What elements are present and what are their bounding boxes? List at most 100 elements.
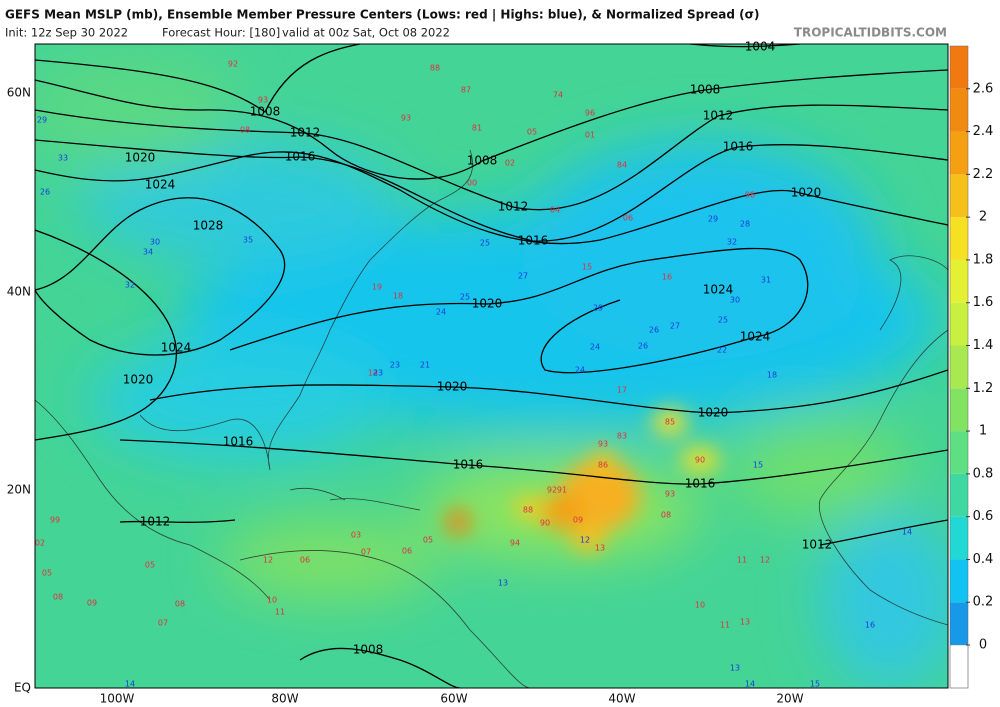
high-center: 16 <box>865 621 875 630</box>
isobar-label: 1016 <box>453 458 484 472</box>
coastline <box>239 550 531 688</box>
valid-time: valid at 00z Sat, Oct 08 2022 <box>282 26 450 40</box>
high-center: 15 <box>753 461 763 470</box>
isobar-label: 1024 <box>161 341 192 355</box>
isobar-label: 1012 <box>290 126 321 140</box>
colorbar-segment <box>950 131 968 175</box>
high-center: 18 <box>767 371 777 380</box>
low-center: 01 <box>585 131 595 140</box>
colorbar-segment <box>950 88 968 132</box>
isobar-label: 1008 <box>467 154 498 168</box>
lon-label: 40W <box>608 692 635 706</box>
isobar-label: 1016 <box>518 234 549 248</box>
low-center: 05 <box>145 561 155 570</box>
low-center: 18 <box>393 292 403 301</box>
high-center: 25 <box>480 239 490 248</box>
title: GEFS Mean MSLP (mb), Ensemble Member Pre… <box>5 8 759 22</box>
low-center: 08 <box>53 593 63 602</box>
high-center: 26 <box>649 326 659 335</box>
colorbar-tick-label: 2 <box>979 210 987 225</box>
low-center: 13 <box>740 618 750 627</box>
low-center: 93 <box>258 96 268 105</box>
colorbar-tick-label: 1.8 <box>973 252 994 267</box>
isobar-label: 1016 <box>685 477 716 491</box>
isobar-label: 1028 <box>193 219 224 233</box>
isobar-label: 1012 <box>498 200 529 214</box>
colorbar-segment <box>950 559 968 603</box>
low-center: 93 <box>598 440 608 449</box>
high-center: 27 <box>670 322 680 331</box>
lat-label: 40N <box>7 285 31 299</box>
low-center: 87 <box>461 86 471 95</box>
low-center: 17 <box>617 386 627 395</box>
isobar-label: 1008 <box>690 83 721 97</box>
colorbar-tick-label: 1.6 <box>973 295 994 310</box>
high-center: 13 <box>498 579 508 588</box>
low-center: 07 <box>361 548 371 557</box>
colorbar-tick-label: 0.6 <box>973 509 994 524</box>
isobar-label: 1020 <box>698 406 729 420</box>
low-center: 88 <box>523 506 533 515</box>
low-center: 05 <box>527 128 537 137</box>
high-center: 35 <box>243 236 253 245</box>
lon-label: 100W <box>100 692 135 706</box>
isobar-label: 1024 <box>703 283 734 297</box>
spread-field <box>35 44 948 688</box>
lon-label: 20W <box>776 692 803 706</box>
isobar-label: 1020 <box>125 151 156 165</box>
high-center: 21 <box>420 361 430 370</box>
colorbar-tick-label: 0.4 <box>973 552 994 567</box>
low-center: 16 <box>662 273 672 282</box>
low-center: 06 <box>623 214 633 223</box>
high-center: 24 <box>590 343 600 352</box>
low-center: 81 <box>472 124 482 133</box>
isobars <box>35 44 948 688</box>
low-center: 08 <box>661 511 671 520</box>
low-center: 74 <box>553 91 563 100</box>
low-center: 04 <box>550 206 560 215</box>
isobar-label: 1020 <box>472 297 503 311</box>
low-center: 09 <box>87 599 97 608</box>
low-center: 13 <box>595 544 605 553</box>
isobar-label: 1016 <box>223 435 254 449</box>
high-center: 13 <box>730 664 740 673</box>
high-center: 14 <box>902 528 912 537</box>
coastline <box>289 487 421 511</box>
credit: TROPICALTIDBITS.COM <box>794 26 947 40</box>
colorbar-tick-label: 2.2 <box>973 167 994 182</box>
colorbar-tick-label: 0.8 <box>973 466 994 481</box>
isobar-label: 1016 <box>285 150 316 164</box>
lon-label: 60W <box>440 692 467 706</box>
isobar-label: 1008 <box>250 105 281 119</box>
colorbar-tick-label: 1.2 <box>973 381 994 396</box>
low-center: 96 <box>585 109 595 118</box>
isobar-label: 1020 <box>791 186 822 200</box>
low-center: 90 <box>540 519 550 528</box>
isobar-label: 1020 <box>123 373 154 387</box>
colorbar-tick-label: 2.6 <box>973 81 994 96</box>
high-center: 14 <box>125 680 135 689</box>
isobar-label: 1008 <box>353 643 384 657</box>
high-center: 23 <box>390 361 400 370</box>
low-center: 99 <box>50 516 60 525</box>
high-center: 25 <box>718 316 728 325</box>
colorbar-segment <box>950 388 968 432</box>
low-center: 93 <box>665 490 675 499</box>
low-center: 00 <box>467 179 477 188</box>
low-center: 14 <box>368 369 378 378</box>
low-center: 05 <box>42 569 52 578</box>
colorbar-segment <box>950 259 968 303</box>
high-center: 25 <box>460 293 470 302</box>
high-center: 30 <box>150 238 160 247</box>
high-center: 23 <box>373 369 383 378</box>
colorbar-tick-label: 1.4 <box>973 338 994 353</box>
high-center: 32 <box>727 238 737 247</box>
coastline <box>35 399 271 601</box>
colorbar-below <box>949 644 969 689</box>
high-center: 27 <box>518 272 528 281</box>
high-center: 14 <box>745 680 755 689</box>
colorbar-segment <box>950 46 968 89</box>
high-center: 24 <box>575 366 585 375</box>
colorbar-tick-label: 0.2 <box>973 595 994 610</box>
colorbar-tick-label: 2.4 <box>973 124 994 139</box>
